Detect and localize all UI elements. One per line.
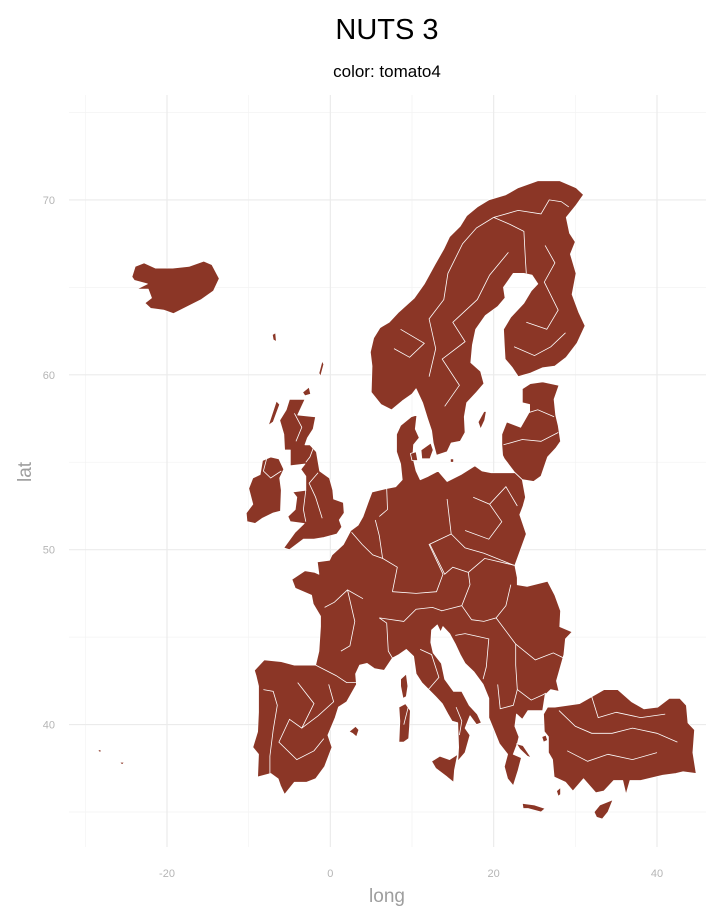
- admin-border: [450, 533, 515, 566]
- admin-border: [429, 544, 469, 575]
- region-orkney: [302, 386, 312, 397]
- region-crete: [521, 802, 546, 813]
- region-ireland: [245, 456, 285, 524]
- region-borders: [262, 199, 678, 774]
- admin-border: [302, 490, 307, 522]
- nuts3-regions: [97, 180, 697, 820]
- admin-border: [379, 488, 388, 517]
- y-axis-label: lat: [15, 461, 36, 482]
- admin-border: [517, 689, 547, 701]
- admin-border: [324, 589, 364, 608]
- y-tick-label: 50: [43, 545, 55, 557]
- admin-border: [301, 684, 335, 729]
- admin-border: [403, 705, 410, 725]
- y-axis-ticks: 40 50 60 70: [43, 195, 55, 732]
- admin-border: [305, 448, 314, 463]
- admin-border: [493, 199, 570, 218]
- region-faroe-islands: [271, 332, 277, 342]
- admin-border: [515, 643, 565, 661]
- region-scandinavia-finland: [369, 180, 586, 456]
- admin-border: [263, 689, 278, 774]
- admin-border: [379, 606, 443, 622]
- y-tick-label: 70: [43, 195, 55, 207]
- chart-subtitle: color: tomato4: [333, 62, 441, 81]
- admin-border: [351, 531, 383, 559]
- region-great-britain: [279, 398, 345, 551]
- admin-border: [340, 589, 356, 652]
- admin-border: [455, 633, 490, 680]
- admin-border: [393, 328, 425, 358]
- region-hebrides: [267, 400, 281, 426]
- admin-border: [278, 682, 325, 761]
- region-azores-1: [97, 748, 102, 753]
- admin-border: [591, 696, 666, 719]
- admin-border: [508, 409, 555, 418]
- y-tick-label: 60: [43, 370, 55, 382]
- region-rhodes: [556, 787, 561, 797]
- admin-border: [489, 486, 518, 507]
- region-mallorca: [348, 725, 360, 738]
- admin-border: [455, 706, 463, 736]
- x-axis-ticks: -20 0 20 40: [159, 868, 663, 880]
- admin-border: [262, 458, 282, 479]
- admin-border: [493, 217, 527, 274]
- region-lesbos: [541, 734, 548, 743]
- region-baltic-states: [501, 381, 561, 482]
- admin-border: [428, 217, 494, 377]
- chart-title: NUTS 3: [335, 14, 438, 46]
- region-shetland: [318, 360, 325, 377]
- admin-border: [441, 557, 515, 612]
- admin-border: [526, 245, 559, 330]
- region-funen: [410, 451, 419, 461]
- admin-border: [461, 584, 512, 622]
- admin-border: [558, 710, 678, 743]
- x-tick-label: -20: [159, 868, 175, 880]
- admin-border: [513, 332, 566, 357]
- region-cyprus: [593, 799, 614, 820]
- admin-border: [420, 649, 440, 690]
- x-tick-label: 0: [327, 868, 333, 880]
- region-corsica: [400, 673, 409, 699]
- admin-border: [567, 750, 658, 762]
- region-bornholm: [450, 458, 454, 463]
- admin-border: [464, 496, 503, 540]
- admin-border: [441, 252, 509, 407]
- region-gotland: [477, 411, 487, 430]
- admin-border: [503, 432, 559, 446]
- region-azores-2: [119, 761, 125, 766]
- admin-border: [308, 472, 323, 519]
- x-tick-label: 40: [651, 868, 663, 880]
- admin-border: [379, 617, 393, 659]
- region-sicily: [431, 753, 459, 783]
- region-anatolia: [543, 689, 697, 795]
- admin-border: [294, 413, 303, 442]
- region-zealand: [420, 442, 434, 460]
- region-euboea: [516, 743, 532, 759]
- region-iceland: [131, 260, 220, 314]
- x-axis-label: long: [369, 886, 405, 907]
- y-tick-label: 40: [43, 720, 55, 732]
- admin-border: [315, 664, 357, 683]
- x-tick-label: 20: [488, 868, 500, 880]
